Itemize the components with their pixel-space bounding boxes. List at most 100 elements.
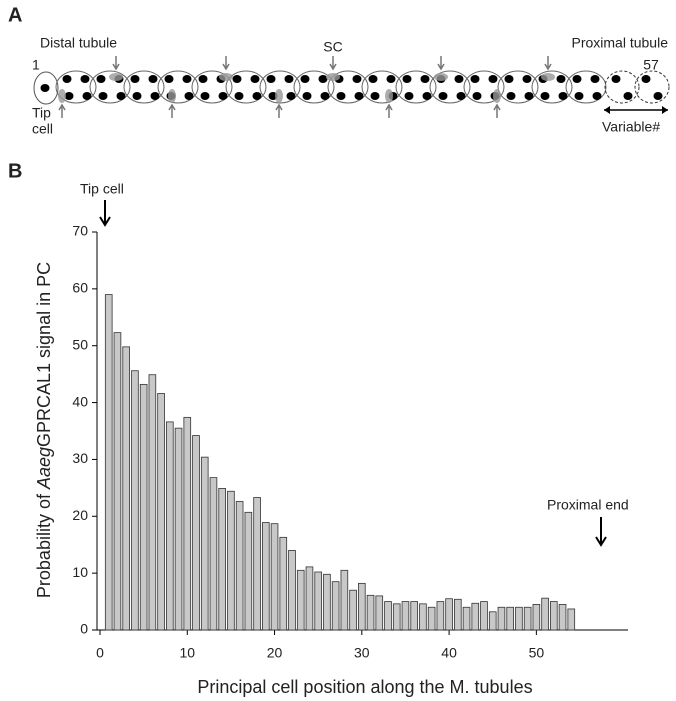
nucleus: [592, 92, 602, 100]
bar: [200, 456, 209, 631]
y-tick-label: 30: [72, 450, 88, 466]
nucleus: [522, 75, 532, 83]
bar: [253, 497, 261, 631]
y-tick-label: 70: [72, 223, 88, 239]
bar: [366, 594, 375, 631]
y-tick-label: 40: [72, 393, 88, 409]
nucleus: [558, 92, 568, 100]
sc-arrow: [222, 56, 230, 71]
nucleus: [250, 75, 260, 83]
nucleus: [82, 92, 92, 100]
bar: [218, 488, 226, 631]
bar: [462, 606, 471, 631]
nucleus: [252, 92, 262, 100]
nucleus: [574, 92, 584, 100]
cell: [55, 70, 97, 104]
nucleus: [506, 92, 516, 100]
stellate-cell: [219, 73, 233, 81]
bar: [358, 582, 366, 631]
cell: [395, 70, 437, 104]
sc-arrow: [112, 56, 120, 71]
stellate-cell: [326, 73, 340, 81]
nucleus: [422, 92, 432, 100]
bar: [166, 421, 174, 631]
cell: [259, 70, 301, 104]
nucleus: [182, 75, 192, 83]
nucleus: [148, 75, 158, 83]
y-label-part: Aaeg: [34, 447, 54, 490]
first-cell-label: 1: [32, 57, 40, 73]
stellate-cell: [493, 89, 501, 103]
bar: [122, 346, 130, 631]
variable-cell: [604, 70, 640, 104]
bar: [375, 595, 384, 631]
nucleus: [98, 92, 108, 100]
bar: [436, 601, 445, 631]
cell: [565, 70, 607, 104]
nucleus: [438, 92, 448, 100]
sc-label: SC: [323, 39, 342, 55]
nucleus: [302, 92, 312, 100]
cell: [361, 70, 403, 104]
nucleus: [116, 92, 126, 100]
nucleus: [653, 92, 663, 100]
nucleus: [456, 92, 466, 100]
annotation-arrow: [99, 200, 111, 227]
variable-label: Variable#: [602, 119, 660, 135]
bar: [480, 601, 488, 631]
nucleus: [184, 92, 194, 100]
sc-arrow: [385, 103, 393, 118]
nucleus: [370, 92, 380, 100]
nucleus: [572, 75, 582, 83]
bar: [113, 332, 122, 631]
bar: [235, 501, 244, 631]
panel-label: B: [8, 160, 22, 182]
nucleus: [132, 92, 142, 100]
y-tick-label: 10: [72, 564, 88, 580]
nucleus: [454, 75, 464, 83]
tip-label: Tip: [32, 105, 51, 121]
bar: [244, 511, 253, 631]
nucleus: [524, 92, 534, 100]
bar: [419, 603, 427, 631]
nucleus: [420, 75, 430, 83]
sc-arrow: [168, 103, 176, 118]
sc-arrow: [58, 103, 66, 118]
cell: [463, 70, 505, 104]
stellate-cell: [385, 89, 393, 103]
bar: [550, 601, 558, 631]
stellate-cell: [58, 89, 66, 103]
nucleus: [556, 75, 566, 83]
bar: [270, 523, 279, 631]
y-tick-label: 0: [80, 621, 88, 637]
bar: [349, 589, 357, 631]
bar: [567, 608, 576, 631]
nucleus: [504, 75, 514, 83]
cell: [157, 70, 199, 104]
x-tick-label: 40: [441, 645, 457, 661]
cell: [293, 70, 335, 104]
bar: [131, 370, 139, 631]
bar: [392, 603, 401, 631]
cell: [191, 70, 233, 104]
x-axis-label: Principal cell position along the M. tub…: [197, 677, 532, 697]
nucleus: [336, 92, 346, 100]
x-tick-label: 30: [354, 645, 370, 661]
cell: [429, 70, 471, 104]
bar: [515, 606, 523, 631]
bar: [314, 571, 322, 631]
nucleus: [286, 92, 296, 100]
distal-label: Distal tubule: [40, 35, 117, 51]
bar: [174, 427, 183, 631]
nucleus: [284, 75, 294, 83]
nucleus: [540, 92, 550, 100]
nucleus: [611, 75, 621, 83]
nucleus: [368, 75, 378, 83]
bar: [148, 374, 157, 631]
stellate-cell: [541, 73, 555, 81]
variable-cell: [634, 70, 670, 104]
y-axis-label: Probability of AaegGPRCAL1 signal in PC: [34, 262, 54, 598]
nucleus: [62, 75, 72, 83]
